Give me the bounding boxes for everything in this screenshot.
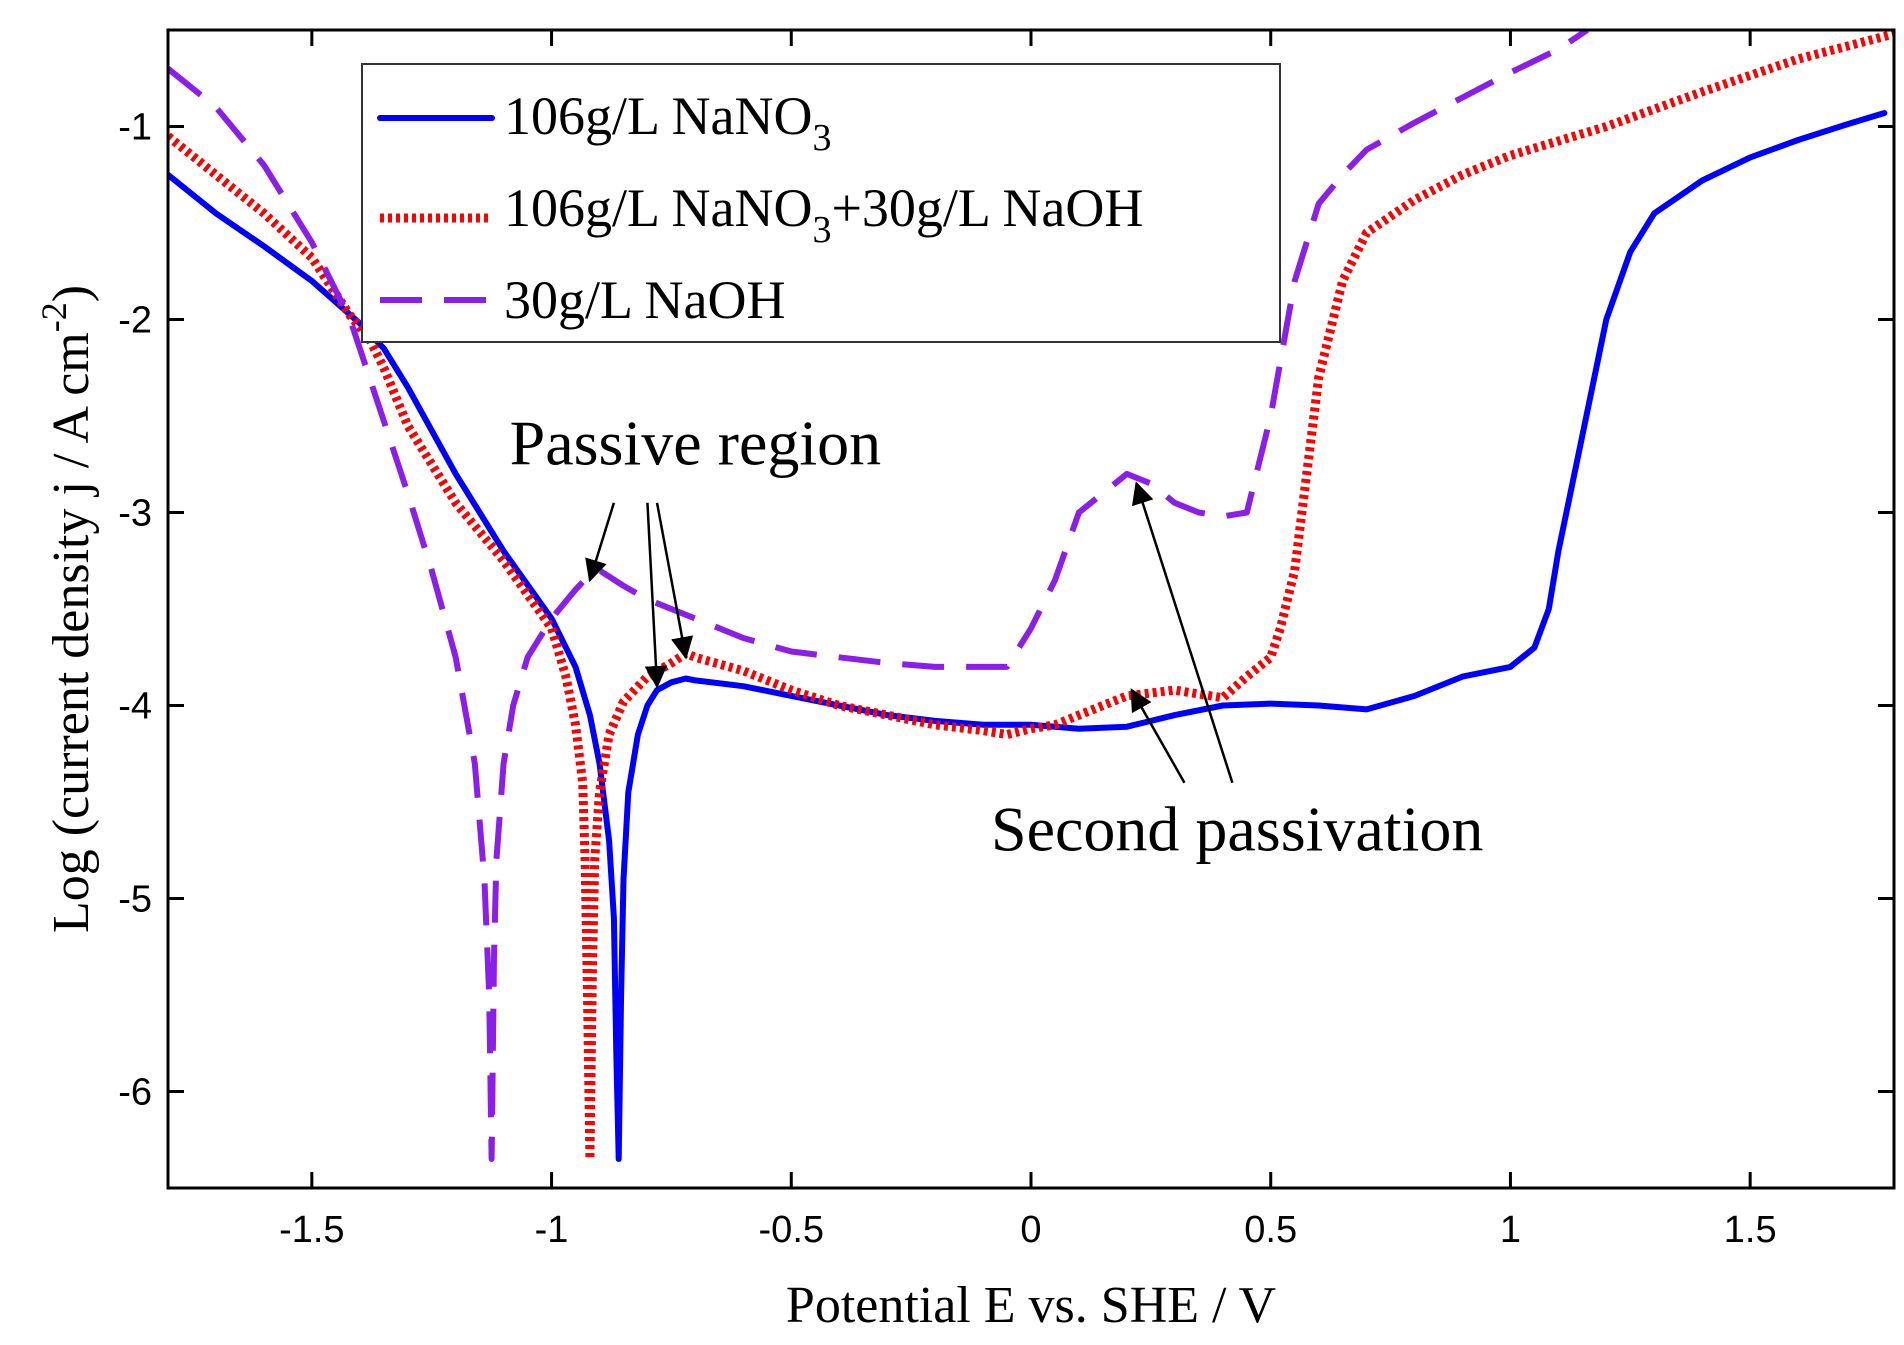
x-tick-label: 1 (1500, 1209, 1521, 1251)
x-tick-label: 0 (1020, 1209, 1041, 1251)
x-tick-label: -1.5 (279, 1209, 344, 1251)
annotation-arrow (585, 502, 616, 583)
y-axis-title-close: ) (43, 285, 100, 302)
x-tick-label: 1.5 (1724, 1209, 1777, 1251)
y-tick-label: -3 (118, 493, 152, 535)
annotation-label-0: Passive region (510, 407, 882, 478)
annotation-layer: Passive region Second passivation (510, 407, 1484, 864)
series-line-0 (168, 110, 1888, 1162)
x-tick-label: 0.5 (1244, 1209, 1297, 1251)
legend-box (361, 63, 1281, 343)
y-tick-label: -2 (118, 300, 152, 342)
annotation-arrow (644, 502, 668, 689)
series-line-2 (168, 30, 1589, 1162)
legend-entry-nano3: 106g/L NaNO3 (377, 86, 831, 159)
tick-layer: -1.5 -1 -0.5 0 0.5 1 1.5 -6 -5 -4 -3 -2 -1 (118, 30, 1894, 1251)
y-tick-label: -4 (118, 686, 152, 728)
annotation-arrow (655, 502, 694, 660)
x-tick-label: -0.5 (759, 1209, 824, 1251)
y-tick-label: -1 (118, 107, 152, 149)
legend-entry-nano3-naoh: 106g/L NaNO3+30g/L NaOH (380, 178, 1143, 251)
legend: 106g/L NaNO3 106g/L NaNO3+30g/L NaOH 30g… (361, 63, 1281, 343)
legend-label-nano3-naoh: 106g/L NaNO3+30g/L NaOH (504, 178, 1143, 251)
legend-entry-naoh: 30g/L NaOH (380, 270, 785, 330)
series-line-1 (168, 30, 1894, 1164)
series-layer (168, 30, 1894, 1164)
y-tick-label: -5 (118, 879, 152, 921)
x-axis-title: Potential E vs. SHE / V (786, 1277, 1276, 1334)
legend-label-nano3: 106g/L NaNO3 (504, 86, 831, 159)
y-axis-title: Log (current density j / A cm-2) (34, 285, 100, 933)
y-axis-title-sup: -2 (34, 302, 74, 332)
x-tick-label: -1 (535, 1209, 569, 1251)
y-axis-title-main: Log (current density j / A cm (43, 332, 100, 933)
annotation-label-1: Second passivation (991, 793, 1483, 864)
annotation-arrow (1130, 688, 1186, 784)
legend-label-naoh: 30g/L NaOH (504, 270, 785, 330)
y-tick-label: -6 (118, 1072, 152, 1114)
annotation-arrow (1131, 481, 1234, 784)
